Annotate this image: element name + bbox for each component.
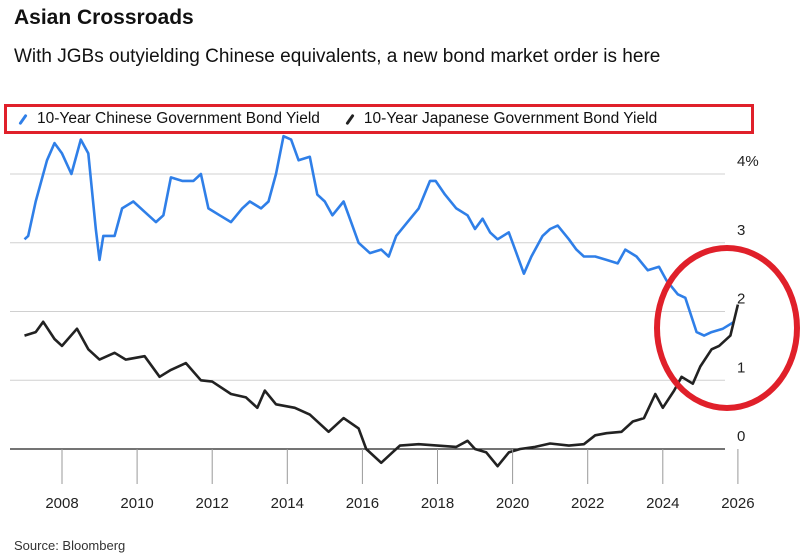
legend-label-japan: 10-Year Japanese Government Bond Yield (363, 110, 658, 127)
y-tick-label: 4% (737, 153, 759, 170)
x-tick-label: 2020 (496, 495, 529, 512)
chart-title: Asian Crossroads (14, 6, 194, 29)
series-line-japan (24, 304, 740, 468)
annotation-circle (654, 245, 800, 411)
x-tick-label: 2012 (196, 495, 229, 512)
chart-subtitle: With JGBs outyielding Chinese equivalent… (14, 46, 661, 67)
y-tick-label: 0 (737, 428, 745, 445)
x-tick-label: 2026 (721, 495, 754, 512)
legend-label-china: 10-Year Chinese Government Bond Yield (37, 110, 320, 127)
y-tick-label: 3 (737, 222, 745, 239)
x-tick-label: 2024 (646, 495, 679, 512)
legend: 10-Year Chinese Government Bond Yield 10… (4, 104, 754, 134)
legend-item-japan: 10-Year Japanese Government Bond Yield (344, 110, 657, 128)
y-tick-label: 2 (737, 291, 745, 308)
x-tick-label: 2014 (271, 495, 304, 512)
x-tick-label: 2008 (45, 495, 78, 512)
source-note: Source: Bloomberg (14, 538, 126, 553)
x-tick-label: 2018 (421, 495, 454, 512)
x-tick-label: 2010 (120, 495, 153, 512)
x-tick-label: 2016 (346, 495, 379, 512)
series-line-china (23, 134, 735, 337)
legend-item-china: 10-Year Chinese Government Bond Yield (17, 110, 320, 128)
y-tick-label: 1 (737, 359, 745, 376)
x-tick-label: 2022 (571, 495, 604, 512)
